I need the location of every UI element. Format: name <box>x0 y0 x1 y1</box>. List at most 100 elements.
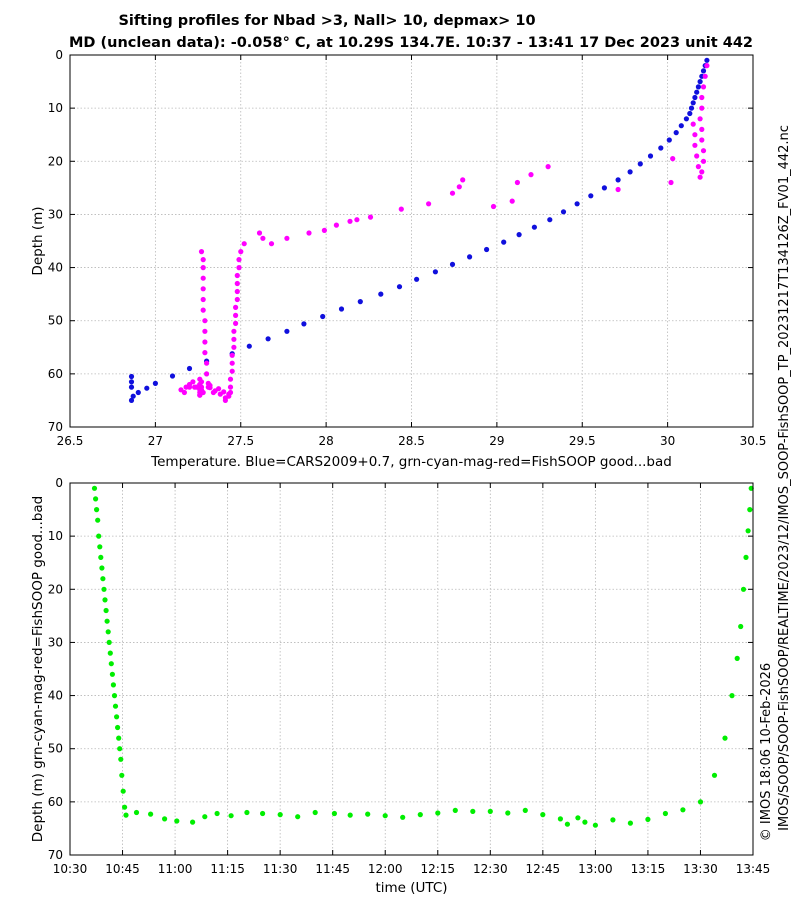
x-tick-label: 28 <box>318 434 333 448</box>
x-tick-label: 11:15 <box>210 862 245 876</box>
data-point-magenta <box>692 142 698 148</box>
x-tick-label: 13:30 <box>683 862 718 876</box>
data-point-magenta <box>233 304 239 310</box>
data-point-magenta <box>238 249 244 255</box>
data-point-green <box>115 724 121 731</box>
data-point-green <box>331 810 337 817</box>
data-point-green <box>382 813 388 819</box>
data-point-green <box>96 533 102 539</box>
plot2-y-axis-label: Depth (m) grn-cyan-mag-red=FishSOOP good… <box>30 496 46 842</box>
data-point-magenta <box>460 177 466 183</box>
data-point-magenta <box>205 380 211 386</box>
data-point-magenta <box>354 217 360 223</box>
y-tick-label: 70 <box>48 848 63 862</box>
data-point-blue <box>695 84 702 90</box>
temperature-depth-plot: 26.5 27 27.5 28 28.5 29 29.5 30 30.5 0 10 20 30 40 50 6… <box>30 48 766 470</box>
x-tick-label: 28.5 <box>398 434 425 448</box>
data-point-magenta <box>668 179 674 186</box>
data-point-magenta <box>699 94 705 101</box>
data-point-magenta <box>198 249 205 255</box>
data-point-green <box>99 565 105 571</box>
data-point-blue <box>700 68 707 74</box>
data-point-magenta <box>702 73 708 79</box>
data-point-green <box>711 772 718 778</box>
data-point-blue <box>265 336 271 342</box>
data-point-green <box>697 799 704 805</box>
data-point-blue <box>601 185 608 191</box>
data-point-magenta <box>234 280 240 287</box>
data-point-blue <box>666 137 672 143</box>
data-point-magenta <box>233 312 239 318</box>
data-point-blue <box>692 94 698 101</box>
data-point-blue <box>574 201 580 207</box>
data-point-magenta <box>216 386 222 392</box>
time-depth-plot: 10:30 10:45 11:00 11:15 11:30 11:45 12:00 12:15… <box>30 476 770 896</box>
plot2-tick-labels: 10:30 10:45 11:00 11:15 11:30 11:45 12:00 12:15… <box>48 476 771 876</box>
data-point-blue <box>284 328 290 334</box>
data-point-green <box>103 607 109 614</box>
y-tick-label: 30 <box>48 635 63 649</box>
data-point-blue <box>673 130 679 136</box>
data-point-blue <box>432 269 438 275</box>
data-point-magenta <box>193 384 199 390</box>
data-point-green <box>260 810 266 817</box>
data-point-magenta <box>347 218 353 224</box>
y-tick-label: 0 <box>55 48 63 62</box>
data-point-magenta <box>699 105 705 111</box>
data-point-green <box>610 817 616 823</box>
plot2-data-points <box>91 485 754 828</box>
data-point-magenta <box>197 376 203 382</box>
data-point-blue <box>378 291 384 297</box>
data-point-green <box>575 815 581 821</box>
x-tick-label: 30 <box>660 434 675 448</box>
x-tick-label: 10:30 <box>53 862 88 876</box>
data-point-green <box>202 814 208 820</box>
y-tick-label: 60 <box>48 795 63 809</box>
data-point-blue <box>678 123 684 129</box>
data-point-blue <box>144 385 150 391</box>
data-point-magenta <box>202 328 208 334</box>
data-point-green <box>111 693 118 699</box>
x-tick-label: 11:00 <box>158 862 193 876</box>
y-tick-label: 70 <box>48 420 63 434</box>
data-point-green <box>435 810 441 816</box>
data-point-green <box>277 812 283 818</box>
data-point-blue <box>683 116 690 122</box>
data-point-magenta <box>233 320 239 326</box>
data-point-magenta <box>700 84 707 90</box>
data-point-green <box>582 819 588 825</box>
data-point-green <box>522 807 528 814</box>
data-point-blue <box>637 161 643 167</box>
data-point-blue <box>169 373 176 379</box>
data-point-green <box>729 693 735 699</box>
data-point-blue <box>690 100 696 106</box>
data-point-green <box>734 655 740 662</box>
x-tick-label: 27.5 <box>227 434 254 448</box>
data-point-green <box>106 639 112 646</box>
y-tick-label: 10 <box>48 101 63 115</box>
data-point-magenta <box>699 126 705 132</box>
data-point-green <box>104 618 110 624</box>
x-tick-label: 11:30 <box>263 862 298 876</box>
data-point-magenta <box>449 190 456 196</box>
x-tick-label: 12:00 <box>368 862 403 876</box>
data-point-magenta <box>695 164 702 170</box>
data-point-magenta <box>231 344 237 350</box>
data-point-green <box>110 682 116 688</box>
data-point-magenta <box>205 384 211 390</box>
data-point-magenta <box>202 318 208 324</box>
data-point-magenta <box>231 328 237 334</box>
data-point-blue <box>704 57 710 63</box>
x-tick-label: 12:30 <box>473 862 508 876</box>
data-point-green <box>400 814 406 820</box>
data-point-magenta <box>204 371 210 377</box>
x-tick-label: 12:45 <box>526 862 561 876</box>
data-point-green <box>592 822 599 828</box>
data-point-blue <box>615 177 621 183</box>
data-point-magenta <box>202 350 208 356</box>
data-point-magenta <box>456 184 462 190</box>
data-point-green <box>116 735 122 741</box>
data-point-blue <box>128 379 135 385</box>
data-point-green <box>738 623 744 630</box>
data-point-green <box>244 809 250 816</box>
